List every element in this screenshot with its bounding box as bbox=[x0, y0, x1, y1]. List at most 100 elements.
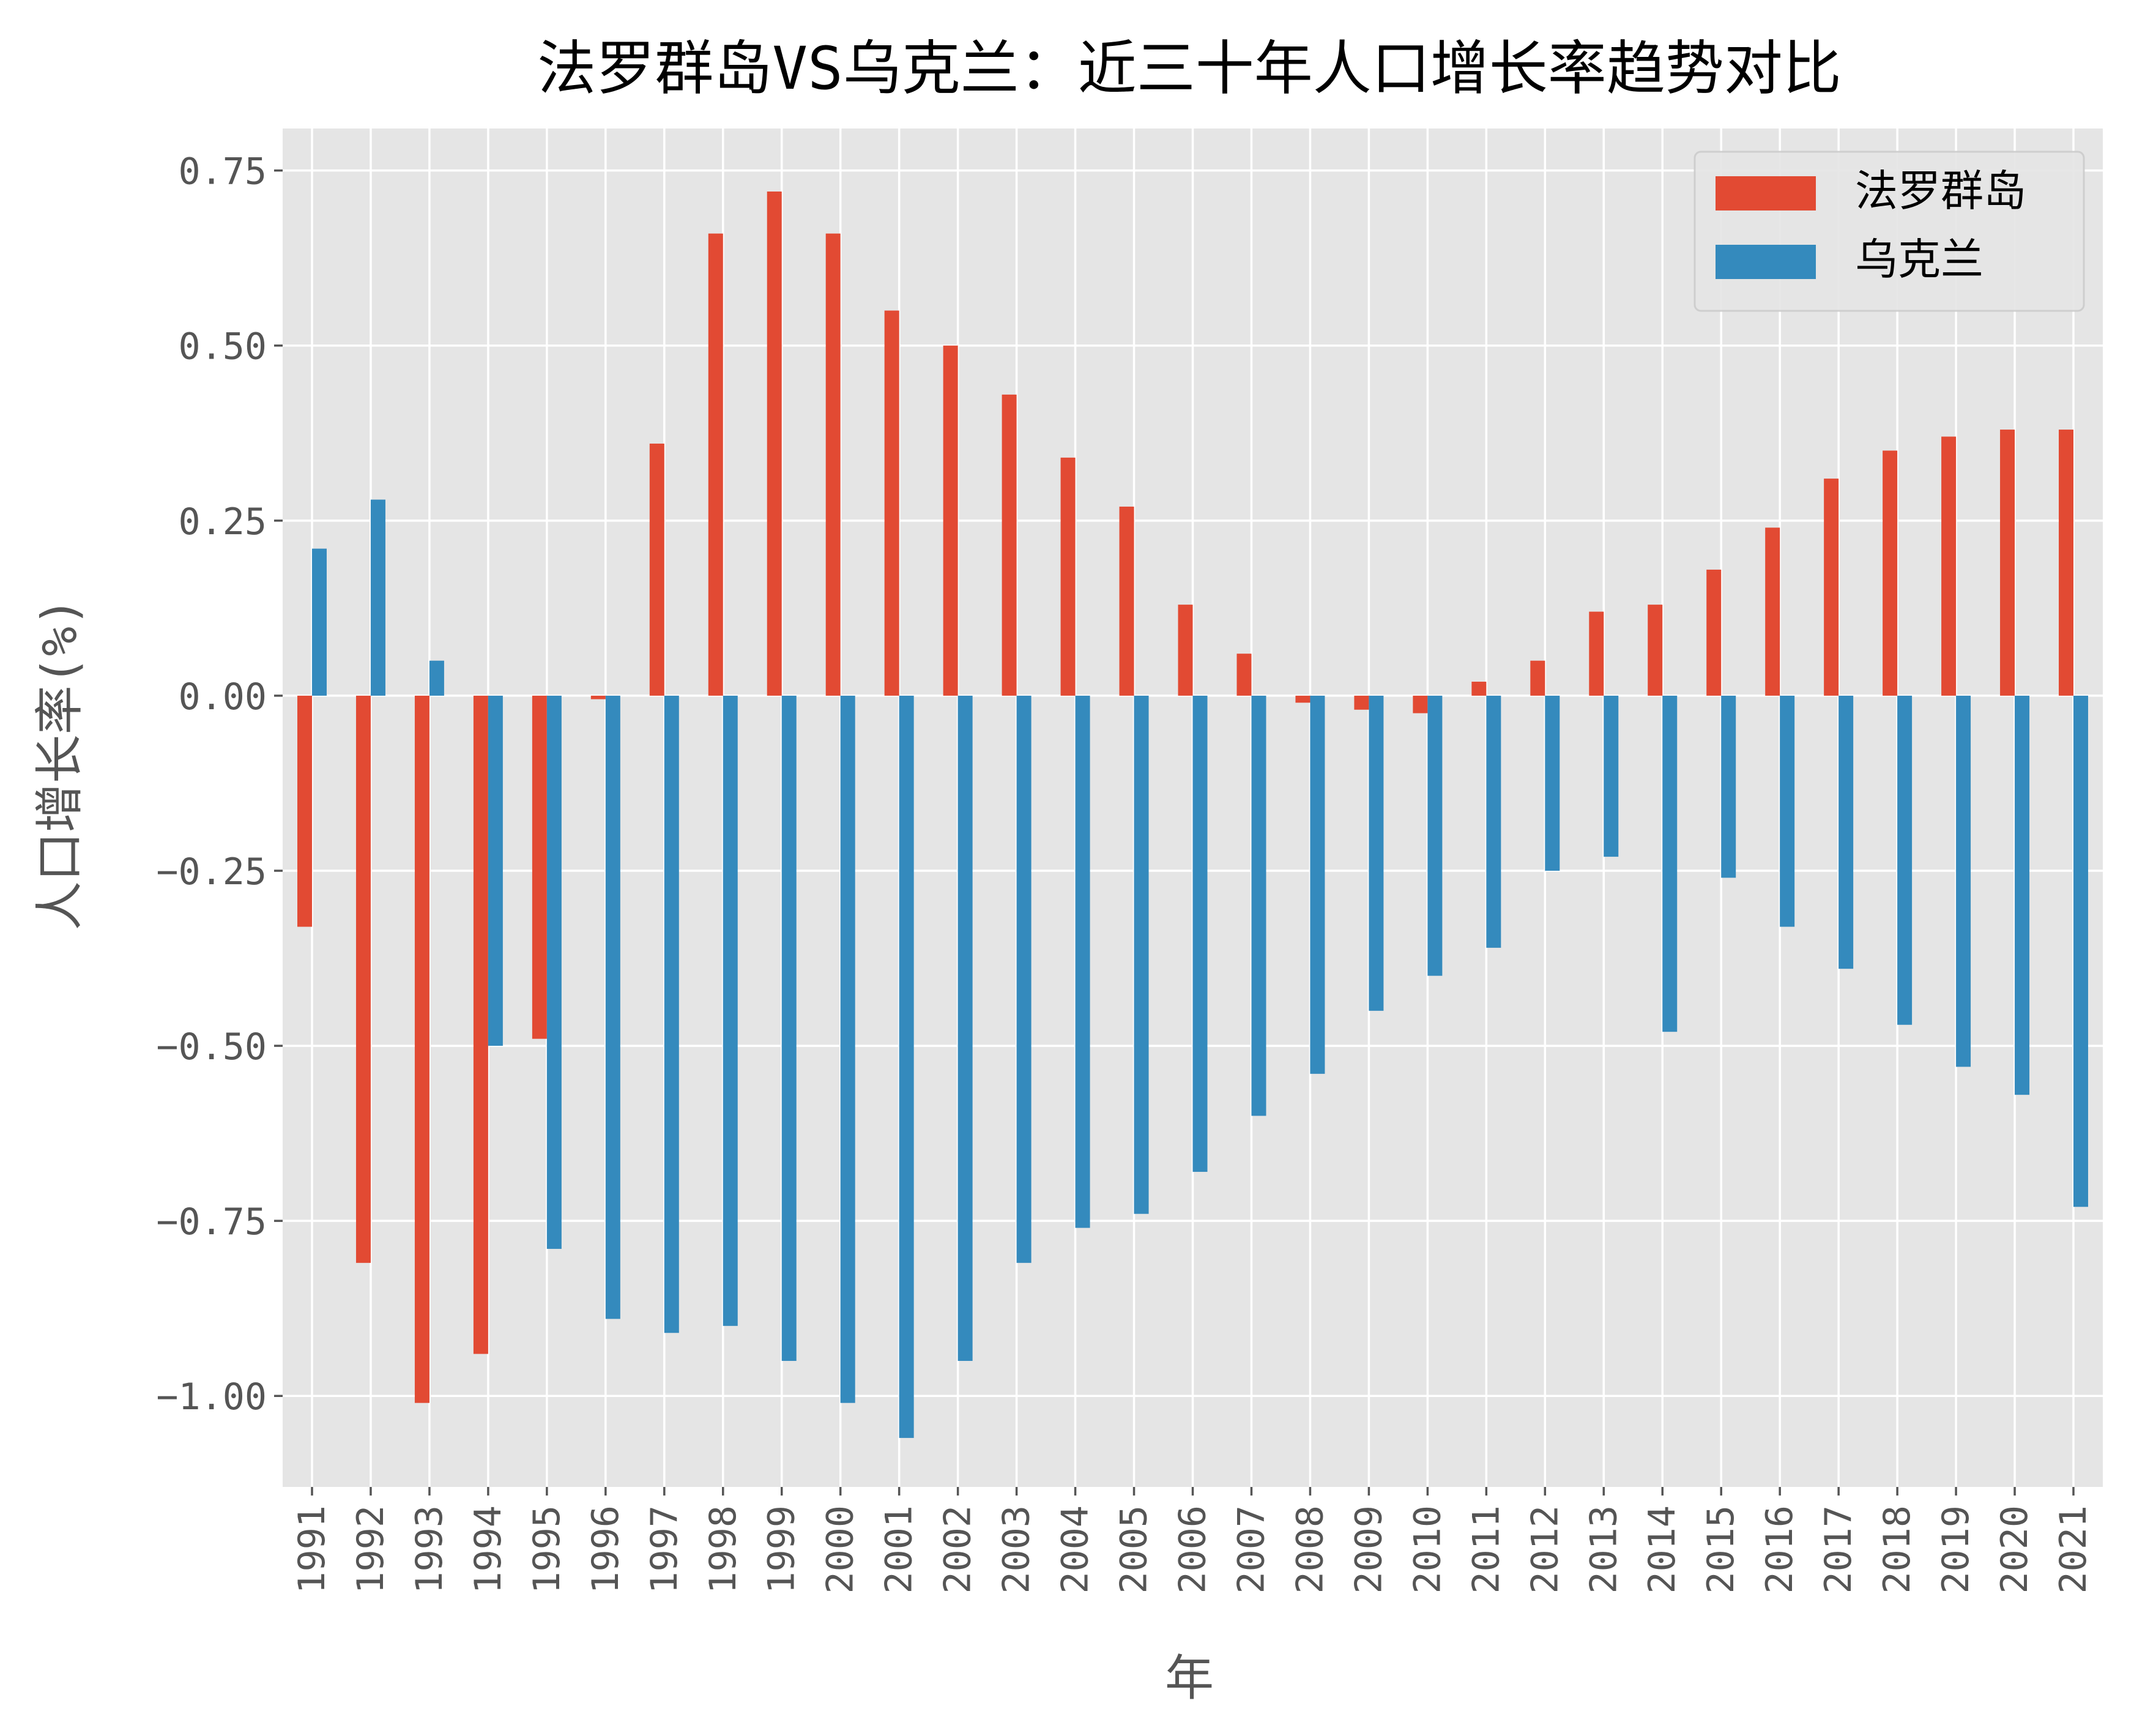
bar-series-a-2008 bbox=[1295, 695, 1311, 703]
bar-series-a-2018 bbox=[1883, 450, 1898, 696]
x-tick-label: 2012 bbox=[1523, 1505, 1566, 1594]
bar-series-b-2002 bbox=[957, 695, 973, 1362]
bar-series-b-2013 bbox=[1604, 695, 1619, 857]
bar-series-a-1996 bbox=[590, 695, 606, 699]
bar-series-b-2005 bbox=[1134, 695, 1149, 1214]
y-tick-label: 0.75 bbox=[179, 151, 267, 193]
x-tick-label: 2004 bbox=[1054, 1505, 1097, 1594]
bar-series-b-2018 bbox=[1897, 695, 1913, 1025]
x-tick-label: 2016 bbox=[1758, 1505, 1801, 1594]
bar-series-b-1995 bbox=[546, 695, 562, 1249]
bar-series-b-2009 bbox=[1369, 695, 1384, 1011]
y-tick-label: 0.25 bbox=[179, 501, 267, 543]
bar-series-b-1998 bbox=[723, 695, 738, 1326]
y-tick-label: −0.75 bbox=[156, 1201, 267, 1243]
x-tick-label: 2005 bbox=[1113, 1505, 1156, 1594]
x-tick-label: 2002 bbox=[937, 1505, 980, 1594]
bar-series-a-2021 bbox=[2059, 430, 2074, 696]
x-tick-label: 2014 bbox=[1641, 1505, 1684, 1594]
bar-series-b-2014 bbox=[1662, 695, 1678, 1032]
bar-series-a-1991 bbox=[297, 695, 312, 927]
x-tick-label: 2021 bbox=[2052, 1505, 2095, 1594]
x-tick-label: 2007 bbox=[1230, 1505, 1273, 1594]
x-tick-label: 1991 bbox=[291, 1505, 333, 1594]
bar-series-a-2013 bbox=[1589, 611, 1604, 696]
x-tick-label: 2018 bbox=[1876, 1505, 1919, 1594]
x-tick-label: 1999 bbox=[760, 1505, 803, 1594]
bar-series-b-1999 bbox=[781, 695, 797, 1362]
x-tick-label: 2019 bbox=[1935, 1505, 1977, 1594]
bar-series-b-2017 bbox=[1838, 695, 1854, 969]
bar-series-b-2007 bbox=[1251, 695, 1266, 1116]
bar-series-a-2003 bbox=[1002, 394, 1017, 696]
bar-series-a-1999 bbox=[767, 191, 782, 696]
bar-series-a-2011 bbox=[1471, 682, 1487, 696]
bar-series-b-2004 bbox=[1075, 695, 1090, 1228]
bar-series-b-2003 bbox=[1016, 695, 1032, 1263]
x-tick-label: 2020 bbox=[1993, 1505, 2036, 1594]
x-tick-label: 1993 bbox=[408, 1505, 451, 1594]
x-tick-label: 1995 bbox=[526, 1505, 568, 1594]
bar-series-a-2009 bbox=[1354, 695, 1369, 710]
bar-series-b-2015 bbox=[1721, 695, 1736, 878]
bar-series-b-1997 bbox=[664, 695, 679, 1333]
bar-series-b-1991 bbox=[311, 548, 327, 696]
bar-series-a-2000 bbox=[825, 233, 841, 696]
bar-series-a-1993 bbox=[414, 695, 429, 1403]
x-axis-label: 年 bbox=[1165, 1650, 1214, 1707]
bar-series-a-2017 bbox=[1824, 479, 1839, 696]
bar-series-a-2007 bbox=[1236, 654, 1252, 696]
x-tick-label: 2017 bbox=[1817, 1505, 1860, 1594]
y-tick-label: −0.50 bbox=[156, 1026, 267, 1068]
bar-series-a-2019 bbox=[1941, 436, 1957, 696]
bar-series-a-2005 bbox=[1119, 506, 1134, 696]
bar-series-b-2010 bbox=[1427, 695, 1443, 976]
x-tick-label: 2006 bbox=[1172, 1505, 1214, 1594]
legend-label: 法罗群岛 bbox=[1855, 166, 2026, 216]
legend-label: 乌克兰 bbox=[1855, 234, 1983, 285]
bar-series-a-1992 bbox=[355, 695, 371, 1263]
bar-series-a-2010 bbox=[1413, 695, 1428, 713]
x-tick-label: 2008 bbox=[1288, 1505, 1331, 1594]
x-tick-label: 2000 bbox=[819, 1505, 862, 1594]
y-tick-label: 0.00 bbox=[179, 676, 267, 718]
bar-series-b-2006 bbox=[1192, 695, 1208, 1172]
bar-series-a-2014 bbox=[1648, 605, 1663, 696]
x-tick-label: 2010 bbox=[1406, 1505, 1449, 1594]
bar-series-a-2012 bbox=[1530, 660, 1545, 696]
x-tick-label: 1994 bbox=[467, 1505, 510, 1594]
bar-series-b-2008 bbox=[1310, 695, 1325, 1074]
bar-series-a-2001 bbox=[884, 310, 899, 696]
bar-series-b-2021 bbox=[2073, 695, 2089, 1207]
bar-series-a-2016 bbox=[1765, 527, 1780, 696]
bar-series-a-2002 bbox=[943, 345, 958, 696]
x-tick-label: 1996 bbox=[584, 1505, 627, 1594]
bar-series-b-1996 bbox=[605, 695, 620, 1319]
y-tick-label: −1.00 bbox=[156, 1376, 267, 1418]
legend-swatch bbox=[1716, 245, 1816, 279]
bar-series-b-2016 bbox=[1780, 695, 1795, 927]
bar-series-a-2020 bbox=[2000, 430, 2015, 696]
bar-series-b-1992 bbox=[370, 499, 385, 696]
x-tick-label: 1998 bbox=[702, 1505, 745, 1594]
x-tick-label: 2003 bbox=[995, 1505, 1038, 1594]
plot-area: 0.75 0.50 0.25 0.00 −0.25 −0.50 −0.75 −1.00 1991… bbox=[156, 129, 2103, 1594]
bar-series-a-2006 bbox=[1178, 605, 1193, 696]
chart-title: 法罗群岛VS乌克兰：近三十年人口增长率趋势对比 bbox=[537, 34, 1842, 103]
x-tick-label: 2015 bbox=[1700, 1505, 1742, 1594]
y-tick-label: 0.50 bbox=[179, 326, 267, 368]
bar-series-a-2004 bbox=[1060, 457, 1076, 696]
x-tick-label: 1997 bbox=[643, 1505, 686, 1594]
bar-series-b-2011 bbox=[1486, 695, 1501, 948]
x-tick-label: 2001 bbox=[878, 1505, 921, 1594]
x-tick-label: 2009 bbox=[1347, 1505, 1390, 1594]
bar-series-a-2015 bbox=[1706, 569, 1722, 696]
bar-series-b-2012 bbox=[1545, 695, 1560, 871]
bar-series-a-1994 bbox=[473, 695, 488, 1354]
x-tick-label: 2011 bbox=[1465, 1505, 1508, 1594]
bar-series-b-2001 bbox=[899, 695, 914, 1438]
bar-series-b-1993 bbox=[429, 660, 444, 696]
